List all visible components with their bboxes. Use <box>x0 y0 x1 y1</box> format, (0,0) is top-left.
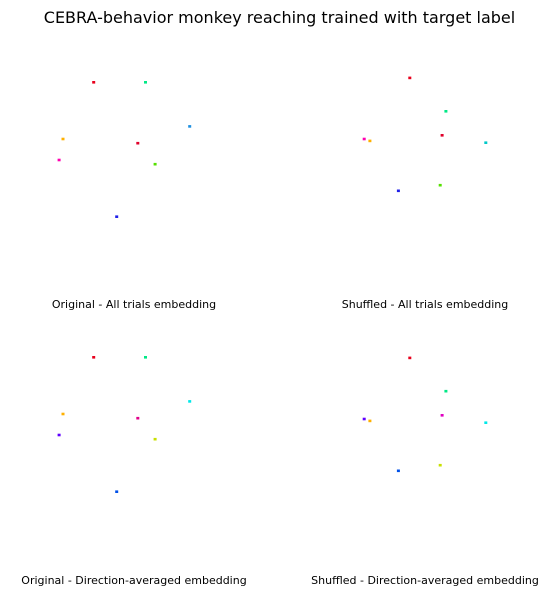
panel-title: Shuffled - All trials embedding <box>342 298 509 311</box>
scatter-point <box>92 81 96 84</box>
scatter-point <box>61 412 65 416</box>
scatter-point <box>136 141 140 145</box>
scatter-panel-3: Original - Direction-averaged embedding <box>21 356 247 587</box>
scatter-point <box>115 490 119 493</box>
scatter-panel-4: Shuffled - Direction-averaged embedding <box>311 356 539 587</box>
scatter-point <box>440 414 444 417</box>
panel-title: Original - All trials embedding <box>52 298 216 311</box>
scatter-point <box>368 419 372 423</box>
scatter-panel-2: Shuffled - All trials embedding <box>342 76 509 311</box>
scatter-point <box>57 433 61 437</box>
scatter-point <box>362 137 366 141</box>
panel-title: Shuffled - Direction-averaged embedding <box>311 574 539 587</box>
figure-title: CEBRA-behavior monkey reaching trained w… <box>43 8 516 27</box>
scatter-point <box>368 139 372 143</box>
scatter-point <box>440 134 444 137</box>
scatter-point <box>438 463 442 467</box>
scatter-point <box>484 421 488 424</box>
scatter-point <box>153 437 157 441</box>
scatter-point <box>408 76 412 80</box>
scatter-point <box>438 183 442 187</box>
scatter-point <box>144 81 147 84</box>
scatter-point <box>57 158 61 162</box>
scatter-point <box>362 417 366 421</box>
scatter-point <box>144 356 147 359</box>
scatter-point <box>188 125 192 128</box>
scatter-point <box>444 110 448 113</box>
scatter-point <box>92 356 96 359</box>
scatter-point <box>153 162 157 166</box>
scatter-point <box>444 389 448 393</box>
scatter-point <box>408 356 412 360</box>
scatter-point <box>188 400 192 403</box>
scatter-point <box>396 189 400 193</box>
scatter-point <box>396 469 400 473</box>
scatter-panel-1: Original - All trials embedding <box>52 81 216 311</box>
scatter-point <box>115 215 119 218</box>
scatter-point <box>136 416 140 420</box>
scatter-point <box>484 141 488 144</box>
scatter-point <box>61 137 65 141</box>
panel-title: Original - Direction-averaged embedding <box>21 574 246 587</box>
